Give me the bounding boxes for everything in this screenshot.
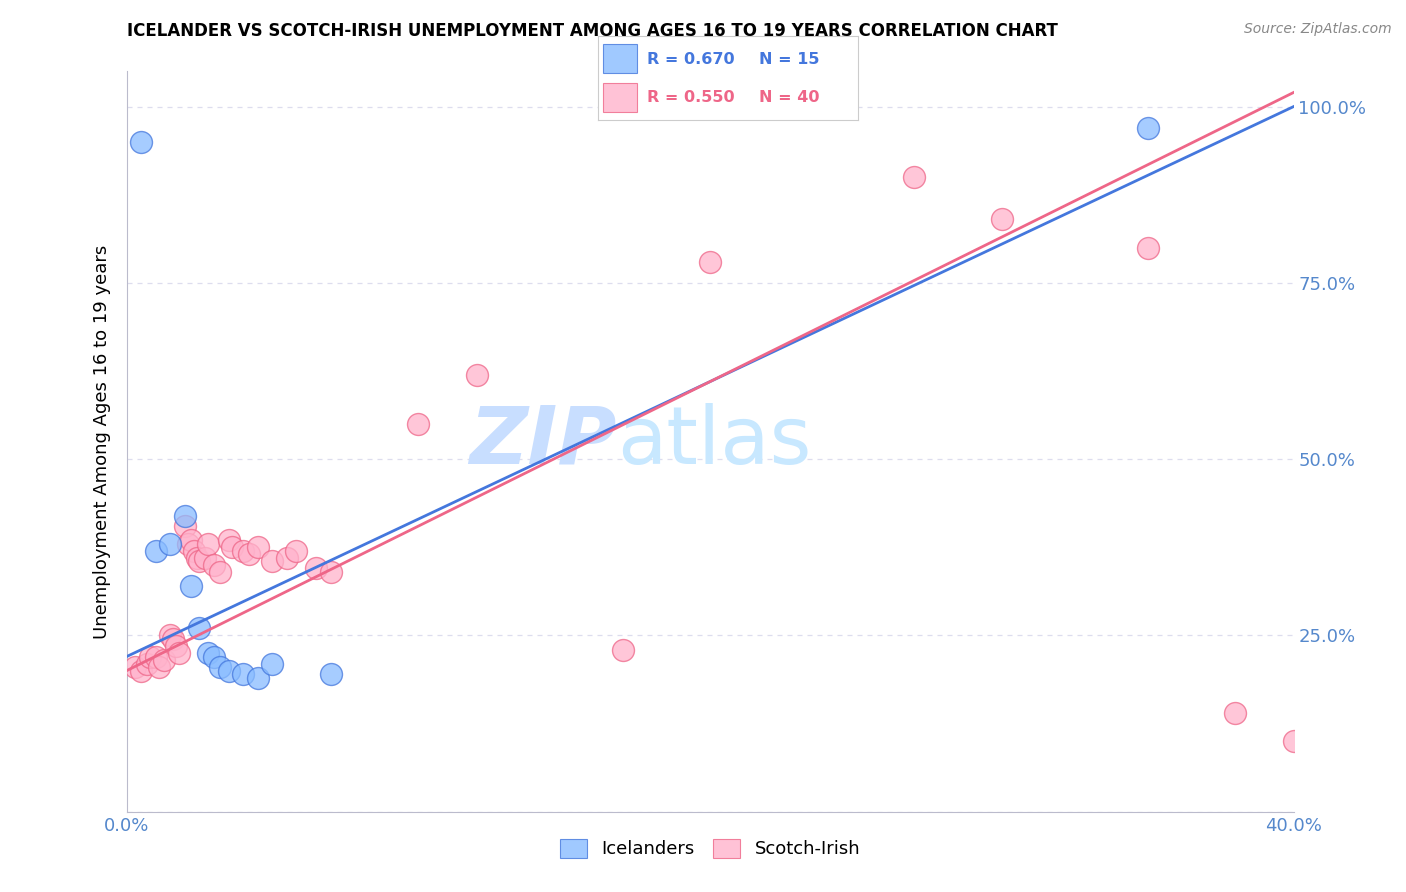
Point — [188, 621, 211, 635]
Point — [465, 368, 488, 382]
Point — [186, 550, 208, 565]
Point — [208, 565, 231, 579]
Point — [153, 653, 176, 667]
Legend: Icelanders, Scotch-Irish: Icelanders, Scotch-Irish — [553, 832, 868, 865]
Text: N = 15: N = 15 — [759, 52, 820, 67]
Point — [145, 649, 167, 664]
Point — [208, 660, 231, 674]
Point — [197, 646, 219, 660]
Point — [408, 417, 430, 431]
Point — [246, 541, 269, 555]
Point — [159, 628, 181, 642]
Bar — [603, 83, 637, 112]
Point — [903, 170, 925, 185]
Point — [238, 547, 260, 561]
Point — [148, 660, 170, 674]
Point — [167, 646, 190, 660]
Point — [129, 135, 152, 149]
Point — [246, 671, 269, 685]
Point — [1282, 734, 1305, 748]
Point — [262, 554, 284, 568]
Point — [174, 519, 197, 533]
Text: R = 0.670: R = 0.670 — [647, 52, 734, 67]
Text: R = 0.550: R = 0.550 — [647, 90, 734, 105]
Point — [188, 554, 211, 568]
Point — [180, 533, 202, 548]
Point — [218, 664, 240, 678]
Point — [202, 649, 225, 664]
Point — [177, 537, 200, 551]
Point — [319, 667, 342, 681]
Point — [262, 657, 284, 671]
Text: atlas: atlas — [617, 402, 811, 481]
Point — [990, 212, 1012, 227]
Text: Source: ZipAtlas.com: Source: ZipAtlas.com — [1244, 22, 1392, 37]
Point — [145, 544, 167, 558]
Point — [136, 657, 159, 671]
Point — [162, 632, 184, 646]
Point — [1223, 706, 1247, 720]
Point — [218, 533, 240, 548]
Point — [232, 667, 254, 681]
Text: ZIP: ZIP — [470, 402, 617, 481]
Point — [180, 579, 202, 593]
Point — [197, 537, 219, 551]
Point — [221, 541, 243, 555]
Point — [165, 639, 187, 653]
Point — [232, 544, 254, 558]
Point — [139, 649, 162, 664]
Point — [284, 544, 307, 558]
Point — [1136, 120, 1159, 135]
Point — [276, 550, 298, 565]
Point — [124, 660, 146, 674]
Bar — [603, 44, 637, 73]
Point — [183, 544, 205, 558]
Text: ICELANDER VS SCOTCH-IRISH UNEMPLOYMENT AMONG AGES 16 TO 19 YEARS CORRELATION CHA: ICELANDER VS SCOTCH-IRISH UNEMPLOYMENT A… — [127, 22, 1057, 40]
Point — [129, 664, 152, 678]
Text: N = 40: N = 40 — [759, 90, 820, 105]
Y-axis label: Unemployment Among Ages 16 to 19 years: Unemployment Among Ages 16 to 19 years — [93, 244, 111, 639]
Point — [202, 558, 225, 572]
Point — [612, 642, 634, 657]
Point — [699, 254, 721, 268]
Point — [1136, 241, 1159, 255]
Point — [305, 561, 328, 575]
Point — [174, 508, 197, 523]
Point — [194, 550, 217, 565]
Point — [319, 565, 342, 579]
Point — [159, 537, 181, 551]
